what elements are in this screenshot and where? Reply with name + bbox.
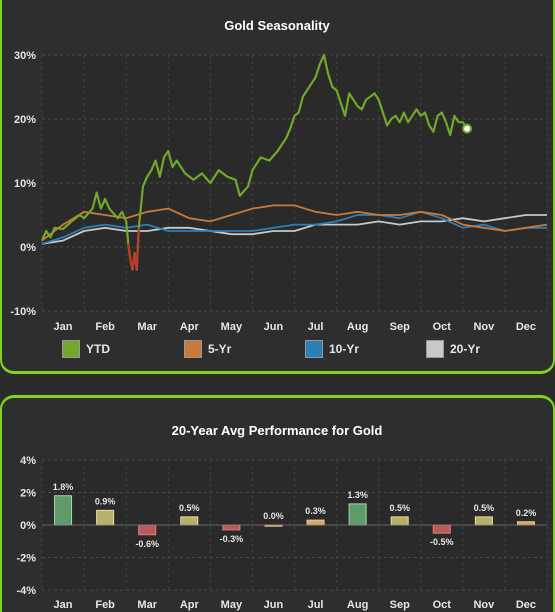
bar-value-label: 0.5% (389, 503, 410, 513)
bar-y-tick-label: 4% (20, 455, 36, 467)
x-tick-label: Jun (264, 321, 284, 333)
bar-x-tick-label: Dec (516, 599, 536, 611)
ytd-end-marker (462, 123, 473, 134)
legend-item-10yr[interactable]: 10-Yr (305, 340, 359, 358)
x-tick-label: Aug (347, 321, 368, 333)
bar-chart-title: 20-Year Avg Performance for Gold (172, 423, 383, 438)
bar-y-tick-label: -2% (16, 553, 36, 565)
bar-value-label: -0.3% (220, 534, 244, 544)
y-tick-label: 10% (14, 178, 36, 190)
avg-performance-bar-chart: 20-Year Avg Performance for Gold 4% 2% 0% -2… (16, 423, 548, 611)
bar-dec (516, 521, 535, 526)
x-tick-label: Dec (516, 321, 536, 333)
bar-x-tick-label: Nov (473, 599, 495, 611)
bar-x-tick-label: May (221, 599, 243, 611)
bar-value-label: 0.3% (305, 506, 326, 516)
ytd-negative-segment (127, 227, 140, 270)
legend-label-ytd: YTD (86, 342, 110, 356)
seasonality-line-chart: Gold Seasonality 30% 20% 10% 0% -10% Jan Feb Mar… (10, 18, 548, 333)
legend-swatch-10yr (305, 340, 323, 358)
x-tick-label: Feb (95, 321, 115, 333)
bar-x-tick-label: Jun (264, 599, 284, 611)
x-tick-label: Oct (433, 321, 452, 333)
bar-value-label: 0.5% (474, 503, 495, 513)
bar-value-label: -0.6% (135, 539, 159, 549)
bar-value-label: -0.5% (430, 537, 454, 547)
legend-swatch-20yr (426, 340, 444, 358)
bar-x-tick-label: Jul (308, 599, 324, 611)
y-tick-label: 20% (14, 114, 36, 126)
bar-oct (432, 524, 451, 534)
bar-x-tick-label: Feb (95, 599, 115, 611)
bar-value-label: 0.0% (263, 511, 284, 521)
x-tick-label: May (221, 321, 243, 333)
bar-jul (306, 519, 325, 526)
bar-y-tick-label: 0% (20, 520, 36, 532)
legend-label-20yr: 20-Yr (450, 342, 481, 356)
x-tick-label: Apr (180, 321, 200, 333)
x-tick-label: Mar (137, 321, 157, 333)
series-line-ytd (40, 53, 468, 271)
bar-mar (138, 524, 157, 536)
x-tick-label: Nov (473, 321, 495, 333)
y-tick-label: -10% (10, 306, 36, 318)
bar-y-tick-label: -4% (16, 585, 36, 597)
bar-x-tick-label: Mar (137, 599, 157, 611)
legend-item-ytd[interactable]: YTD (62, 340, 110, 358)
x-tick-label: Jan (54, 321, 73, 333)
bar-apr (180, 516, 199, 526)
bar-may (222, 524, 241, 531)
bar-value-label: 1.8% (53, 482, 74, 492)
bar-value-label: 1.3% (347, 490, 368, 500)
legend-item-5yr[interactable]: 5-Yr (184, 340, 231, 358)
y-tick-label: 30% (14, 50, 36, 62)
avg-performance-panel: 20-Year Avg Performance for Gold 4% 2% 0% -2… (0, 395, 555, 612)
legend-swatch-5yr (184, 340, 202, 358)
series-line-5-yr (41, 204, 548, 242)
bar-x-tick-label: Sep (390, 599, 410, 611)
bar-nov (474, 516, 493, 526)
bar-value-label: 0.9% (95, 496, 116, 506)
legend-label-5yr: 5-Yr (208, 342, 232, 356)
bar-sep (390, 516, 409, 526)
y-tick-label: 0% (20, 242, 36, 254)
legend-label-10yr: 10-Yr (329, 342, 360, 356)
bar-x-tick-label: Aug (347, 599, 368, 611)
bar-x-tick-label: Oct (433, 599, 452, 611)
bar-jan (54, 495, 73, 526)
chart-title: Gold Seasonality (224, 18, 330, 33)
x-tick-label: Jul (308, 321, 324, 333)
x-tick-label: Sep (390, 321, 410, 333)
legend-swatch-ytd (62, 340, 80, 358)
bar-y-tick-label: 2% (20, 488, 36, 500)
bar-x-tick-label: Apr (180, 599, 200, 611)
seasonality-panel: Gold Seasonality 30% 20% 10% 0% -10% Jan Feb Mar… (0, 0, 555, 374)
bar-x-tick-label: Jan (54, 599, 73, 611)
bar-feb (96, 509, 115, 526)
bar-value-label: 0.5% (179, 503, 200, 513)
bar-aug (348, 503, 367, 526)
seasonality-legend: YTD 5-Yr 10-Yr 20-Yr (2, 340, 555, 364)
bar-value-label: 0.2% (516, 508, 537, 518)
legend-item-20yr[interactable]: 20-Yr (426, 340, 480, 358)
